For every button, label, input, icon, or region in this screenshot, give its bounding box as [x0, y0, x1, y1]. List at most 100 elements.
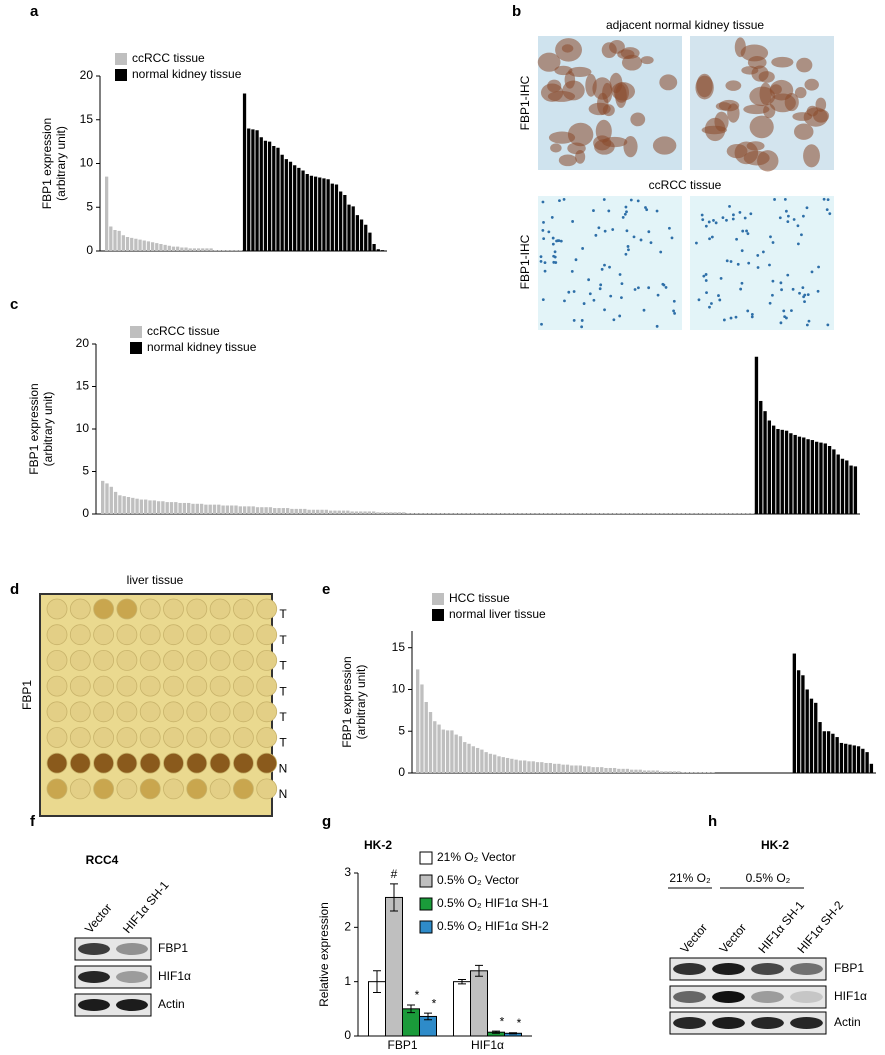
- nucleus: [664, 286, 668, 289]
- nucleus: [592, 209, 595, 212]
- stain: [548, 131, 576, 144]
- bar: [121, 235, 125, 251]
- bar: [784, 430, 789, 514]
- bar: [630, 513, 634, 514]
- nucleus: [559, 239, 563, 243]
- nucleus: [816, 289, 820, 293]
- bar: [238, 506, 242, 514]
- bar: [341, 510, 346, 514]
- bar: [569, 513, 574, 514]
- bar: [531, 761, 535, 773]
- bar: [333, 510, 337, 514]
- bar: [445, 513, 449, 514]
- bar: [501, 513, 505, 514]
- bar: [144, 499, 148, 514]
- stain: [746, 141, 765, 151]
- bar: [470, 513, 475, 514]
- stain: [615, 84, 627, 108]
- nucleus: [714, 221, 718, 225]
- bar: [330, 183, 334, 251]
- y-tick-label: 5: [398, 723, 405, 737]
- nucleus: [778, 216, 782, 220]
- bar: [298, 508, 303, 514]
- bar: [324, 509, 329, 514]
- bar: [221, 505, 225, 514]
- nucleus: [798, 291, 801, 295]
- bar: [131, 497, 135, 514]
- row-label: T: [279, 659, 287, 673]
- nucleus: [603, 263, 606, 267]
- bar: [272, 146, 276, 251]
- bar: [354, 511, 359, 514]
- stain: [743, 104, 770, 115]
- nucleus: [602, 198, 606, 201]
- bar: [171, 246, 176, 251]
- bar: [836, 454, 840, 514]
- tissue-core: [163, 701, 184, 723]
- bar: [792, 653, 797, 773]
- bar: [638, 513, 642, 514]
- bar: [351, 206, 355, 251]
- stain: [796, 57, 813, 73]
- bar: [544, 513, 548, 514]
- row-label: T: [279, 633, 287, 647]
- bar: [625, 768, 630, 773]
- bar: [276, 147, 280, 251]
- bar: [483, 513, 488, 514]
- bar: [180, 247, 184, 251]
- bar: [126, 497, 131, 514]
- row-label: T: [279, 607, 287, 621]
- nucleus: [786, 220, 790, 224]
- bar: [480, 749, 484, 773]
- bar: [441, 729, 446, 773]
- bar: [634, 769, 638, 773]
- bar: [406, 513, 410, 514]
- ihc-image: [690, 196, 834, 330]
- band: [78, 971, 110, 983]
- y-axis-label: (arbitrary unit): [41, 392, 55, 467]
- bar: [159, 244, 163, 251]
- bar: [673, 513, 677, 514]
- bar: [471, 746, 475, 773]
- y-tick-label: 1: [344, 974, 351, 988]
- nucleus: [695, 241, 698, 245]
- tissue-core: [163, 778, 184, 800]
- tissue-core: [93, 624, 114, 646]
- bar: [449, 513, 453, 514]
- nucleus: [805, 206, 809, 210]
- bar: [630, 769, 634, 773]
- bar: [105, 176, 109, 251]
- bar: [759, 400, 763, 514]
- nucleus: [738, 211, 742, 214]
- bar: [316, 509, 320, 514]
- y-tick-label: 15: [80, 112, 94, 126]
- stain: [617, 49, 635, 60]
- tissue-core: [232, 778, 254, 800]
- bar: [389, 512, 393, 514]
- nucleus: [736, 262, 740, 266]
- nucleus: [756, 266, 760, 269]
- bar: [698, 513, 703, 514]
- nucleus: [790, 309, 793, 313]
- nucleus: [771, 241, 775, 244]
- bar: [419, 513, 423, 514]
- nucleus: [712, 219, 715, 222]
- nucleus: [672, 309, 675, 313]
- bar: [113, 230, 117, 251]
- nucleus: [655, 324, 659, 328]
- legend-label: 0.5% O₂ Vector: [437, 873, 519, 887]
- bar: [355, 215, 360, 251]
- bar: [475, 513, 479, 514]
- bar: [457, 513, 462, 514]
- x-tick-label: FBP1: [387, 1038, 417, 1050]
- bar: [527, 761, 531, 773]
- bar: [208, 504, 212, 514]
- nucleus: [785, 316, 788, 320]
- nucleus: [768, 301, 772, 305]
- nucleus: [749, 212, 753, 216]
- nucleus: [607, 209, 611, 213]
- bar: [587, 766, 591, 773]
- bar: [453, 513, 458, 514]
- band: [78, 943, 110, 955]
- nucleus: [773, 198, 776, 201]
